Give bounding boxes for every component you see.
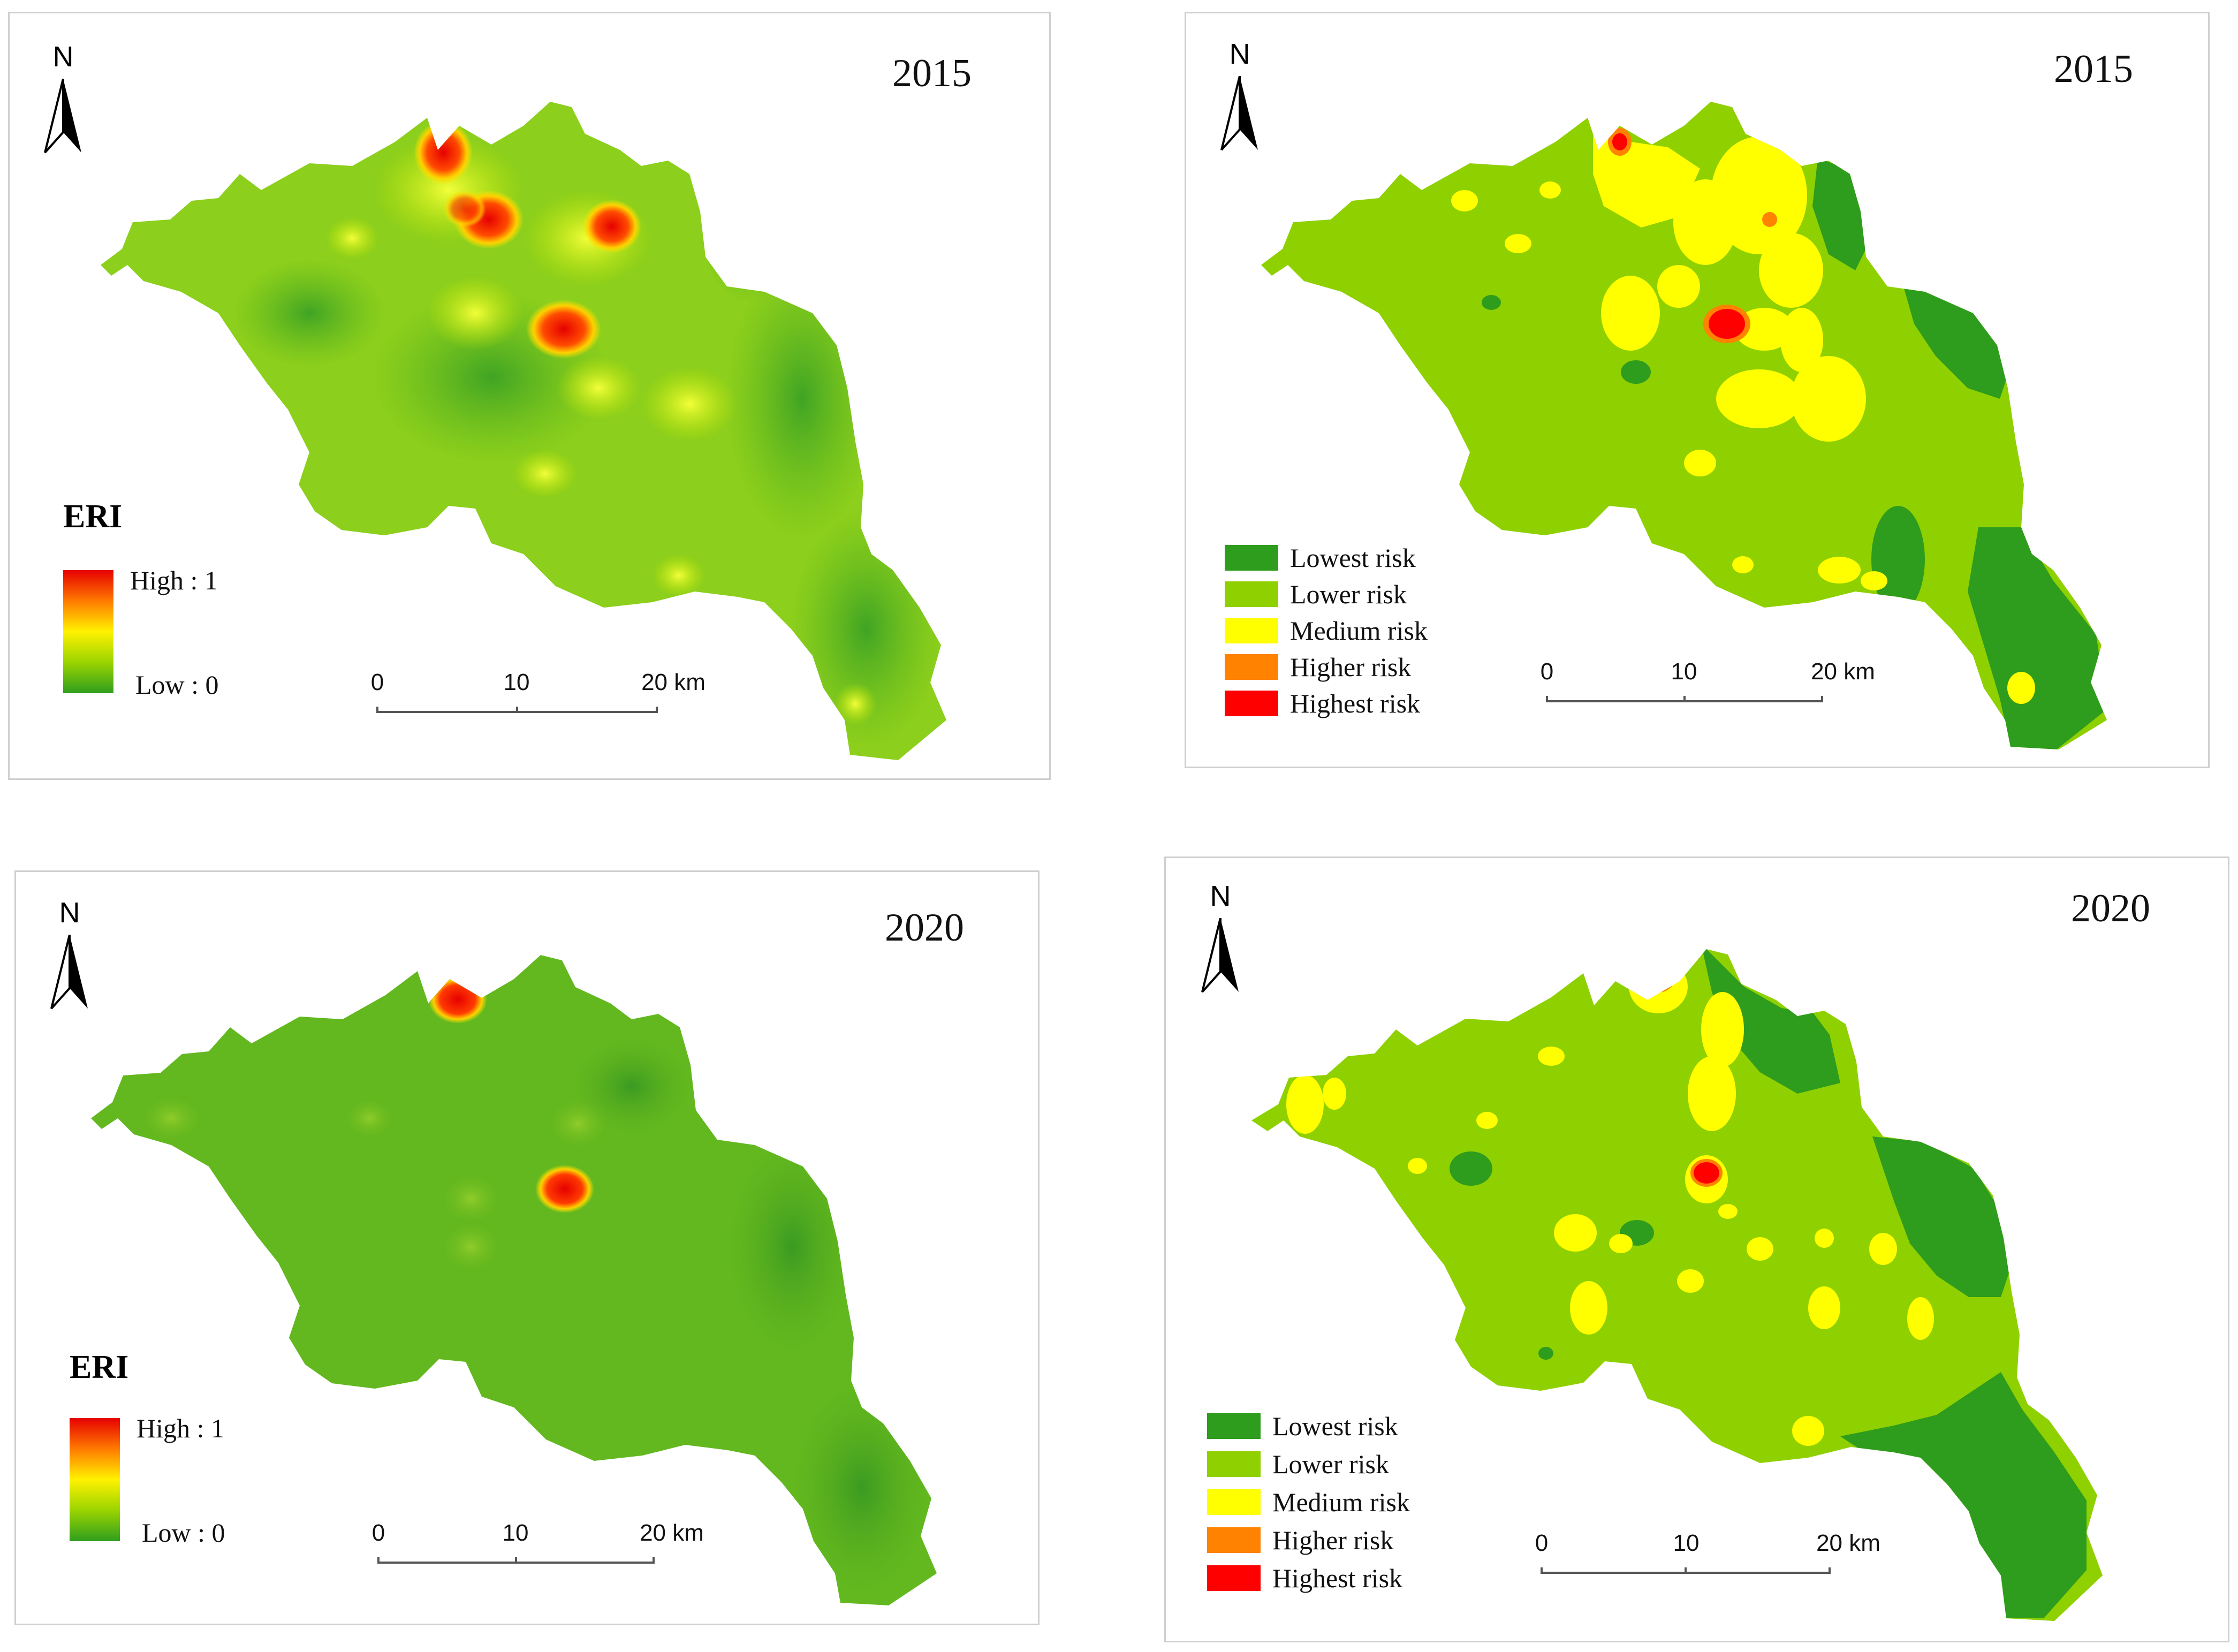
scale-tick-label: 20 km: [1811, 658, 1875, 685]
year-label: 2015: [2054, 47, 2133, 91]
legend-item: Higher risk: [1207, 1521, 1410, 1559]
north-arrow: N: [1194, 880, 1247, 1003]
legend-high-label: High : 1: [130, 565, 218, 595]
scale-tick-label: 10: [1671, 658, 1697, 685]
scale-tick-label: 20 km: [641, 669, 705, 695]
scale-tick-label: 0: [1535, 1530, 1549, 1556]
map-canvas: [91, 955, 937, 1605]
eri-color-ramp: [63, 570, 113, 693]
scale-tick-label: 20 km: [1816, 1530, 1880, 1556]
eri-surface: [234, 120, 941, 747]
legend-item: Higher risk: [1225, 649, 1428, 685]
risk-legend: Lowest risk Lower risk Medium risk Highe…: [1207, 1407, 1410, 1597]
map-canvas: [101, 102, 946, 760]
north-label: N: [1210, 880, 1231, 912]
legend-item: Medium risk: [1207, 1483, 1410, 1521]
north-label: N: [1229, 38, 1250, 70]
year-label: 2020: [885, 906, 964, 950]
scale-tick-label: 0: [1540, 658, 1554, 685]
legend-low-label: Low : 0: [142, 1518, 225, 1548]
north-arrow-icon: [1201, 918, 1239, 993]
scale-tick-label: 0: [370, 669, 384, 695]
north-arrow-icon: [44, 79, 81, 154]
north-arrow: N: [36, 40, 90, 163]
map-panel-2020-classified: 2020 N Lowest risk Lower risk Medium ris…: [1164, 857, 2229, 1642]
map-panel-2015-continuous: 2015 N ERI High : 1 Low : 0 0 10 20 km: [8, 12, 1051, 780]
legend-item: Highest risk: [1225, 685, 1428, 722]
legend-item: Lowest risk: [1207, 1407, 1410, 1445]
legend-low-label: Low : 0: [135, 670, 219, 700]
scale-bar: 0 10 20 km: [1541, 658, 1875, 707]
map-canvas: [1251, 949, 2103, 1621]
eri-color-ramp: [70, 1418, 120, 1541]
scale-bar: 0 10 20 km: [371, 669, 705, 717]
risk-classes: [1286, 949, 2087, 1618]
map-canvas: [1261, 102, 2107, 749]
year-label: 2020: [2071, 886, 2150, 930]
scale-tick-label: 10: [1673, 1530, 1700, 1556]
north-label: N: [52, 41, 74, 73]
scale-tick-label: 20 km: [640, 1520, 704, 1546]
legend-item: Lowest risk: [1225, 540, 1428, 576]
north-label: N: [59, 897, 80, 929]
legend-item: Lower risk: [1225, 576, 1428, 612]
legend-high-label: High : 1: [136, 1413, 224, 1443]
scale-bar: 0 10 20 km: [372, 1520, 704, 1568]
map-panel-2015-classified: 2015 N Lowest risk Lower risk Medium ris…: [1185, 12, 2210, 768]
legend-title: ERI: [63, 498, 123, 535]
legend-item: Medium risk: [1225, 612, 1428, 649]
map-panel-2020-continuous: 2020 N ERI High : 1 Low : 0 0 10 20 km: [14, 870, 1040, 1625]
legend-item: Highest risk: [1207, 1559, 1410, 1597]
risk-classes: [1451, 128, 2107, 749]
scale-tick-label: 0: [371, 1520, 385, 1546]
legend-title: ERI: [70, 1349, 129, 1385]
north-arrow-icon: [50, 935, 88, 1010]
scale-tick-label: 10: [502, 1520, 529, 1546]
year-label: 2015: [892, 51, 972, 95]
north-arrow-icon: [1220, 76, 1258, 151]
scale-bar: 0 10 20 km: [1535, 1530, 1880, 1578]
risk-legend: Lowest risk Lower risk Medium risk Highe…: [1225, 540, 1428, 722]
legend-item: Lower risk: [1207, 1445, 1410, 1483]
north-arrow: N: [43, 896, 96, 1019]
north-arrow: N: [1213, 37, 1266, 161]
scale-tick-label: 10: [503, 669, 530, 695]
